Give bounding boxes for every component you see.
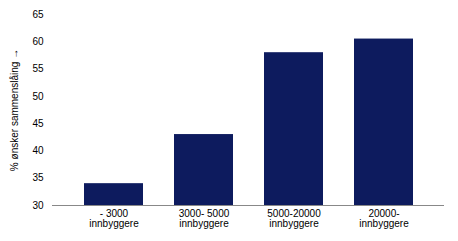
svg-text:50: 50 [32,91,44,102]
svg-text:30: 30 [32,200,44,211]
svg-text:35: 35 [32,172,44,183]
svg-text:20000-innbyggere: 20000-innbyggere [359,208,409,229]
svg-text:- 3000innbyggere: - 3000innbyggere [89,208,139,229]
svg-text:65: 65 [32,9,44,20]
svg-text:40: 40 [32,145,44,156]
svg-text:3000- 5000innbyggere: 3000- 5000innbyggere [179,208,230,229]
svg-text:% ønsker sammenslåing →: % ønsker sammenslåing → [9,49,20,171]
svg-text:55: 55 [32,63,44,74]
svg-text:5000-20000innbyggere: 5000-20000innbyggere [267,208,321,229]
svg-text:45: 45 [32,118,44,129]
svg-text:60: 60 [32,36,44,47]
